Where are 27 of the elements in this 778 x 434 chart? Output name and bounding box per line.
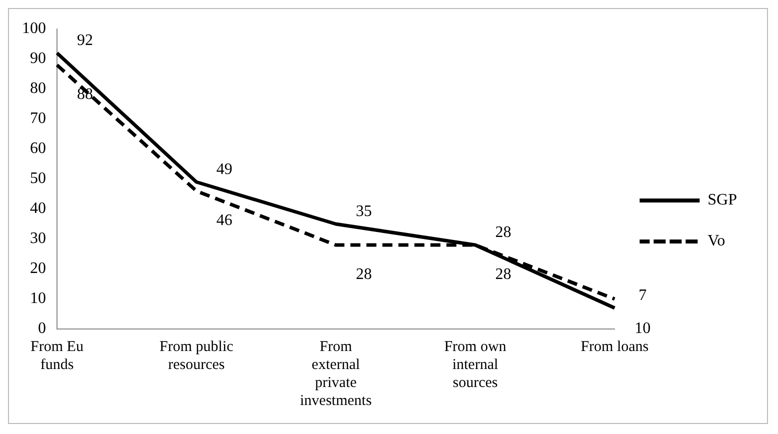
- x-tick-label: From own internal sources: [444, 338, 507, 391]
- y-tick-label: 90: [30, 50, 46, 68]
- x-tick-label: From public resources: [160, 338, 234, 373]
- data-label: 28: [495, 224, 512, 242]
- y-tick-label: 30: [30, 230, 46, 248]
- x-tick-label: From loans: [580, 338, 649, 355]
- data-label: 7: [638, 287, 647, 304]
- data-label: 10: [634, 320, 651, 338]
- data-label: 49: [216, 161, 232, 178]
- y-tick-label: 100: [22, 20, 46, 38]
- legend-label: Vo: [708, 232, 726, 250]
- y-tick-label: 20: [30, 260, 46, 278]
- data-label: 46: [216, 212, 232, 230]
- y-tick-label: 60: [30, 140, 46, 158]
- y-tick-label: 80: [30, 80, 46, 98]
- y-tick-label: 50: [30, 170, 46, 188]
- data-label: 28: [356, 266, 372, 284]
- data-label: 92: [77, 32, 93, 50]
- x-tick-label: From Eu funds: [30, 338, 84, 373]
- y-tick-label: 0: [38, 320, 46, 338]
- y-tick-label: 40: [30, 200, 46, 218]
- data-label: 28: [495, 266, 512, 284]
- y-tick-label: 10: [30, 290, 46, 308]
- x-tick-label: From external private investments: [300, 338, 372, 409]
- data-label: 35: [356, 203, 372, 220]
- legend-label: SGP: [708, 192, 738, 209]
- y-tick-label: 70: [30, 110, 46, 128]
